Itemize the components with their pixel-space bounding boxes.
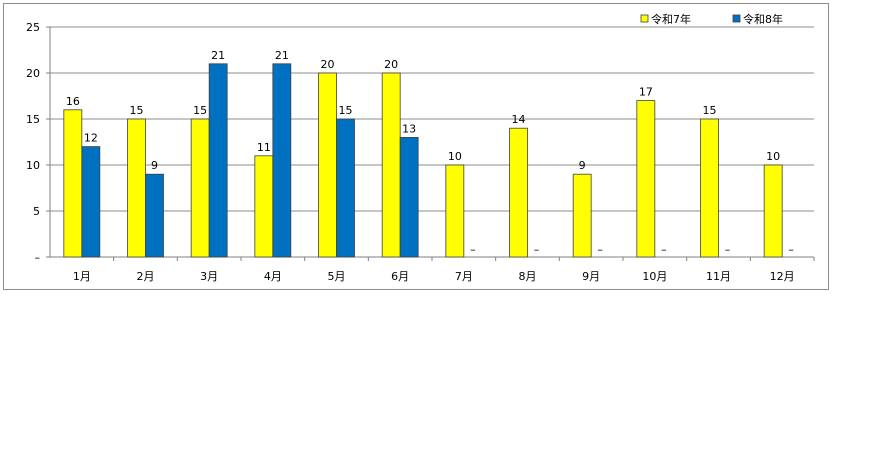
data-label: 10: [448, 150, 462, 163]
bar-r7: [509, 127, 528, 258]
bar-r8: [336, 118, 355, 258]
data-label: –: [725, 243, 731, 256]
y-tick-label: 25: [26, 21, 40, 34]
data-label: 12: [84, 132, 98, 145]
y-tick-label: 15: [26, 113, 40, 126]
data-label: 14: [512, 113, 526, 126]
data-label: 16: [66, 95, 80, 108]
bar-r8: [145, 173, 164, 258]
bar-r8: [272, 63, 292, 258]
data-label: 13: [402, 122, 416, 135]
x-tick-label: 3月: [200, 270, 218, 283]
data-label: 11: [257, 141, 271, 154]
x-tick-label: 5月: [328, 270, 346, 283]
data-label: –: [661, 243, 667, 256]
bar-r7: [700, 118, 719, 258]
data-label: 17: [639, 86, 653, 99]
x-tick-label: 2月: [137, 270, 155, 283]
bar-r8: [81, 146, 101, 258]
y-tick-label: 10: [26, 159, 40, 172]
x-tick-label: 8月: [519, 270, 537, 283]
bar-r8: [399, 136, 419, 258]
bar-r7: [763, 164, 783, 258]
x-tick-label: 10月: [642, 270, 667, 283]
bar-r7: [63, 109, 83, 258]
data-label: 9: [151, 159, 158, 172]
x-tick-label: 6月: [391, 270, 409, 283]
legend-swatch: [640, 14, 649, 23]
data-label: 9: [579, 159, 586, 172]
data-label: –: [788, 243, 794, 256]
y-tick-label: 5: [33, 205, 40, 218]
x-tick-label: 7月: [455, 270, 473, 283]
bar-r7: [445, 164, 465, 258]
data-label: 15: [339, 104, 353, 117]
data-label: –: [534, 243, 540, 256]
x-tick-label: 1月: [73, 270, 91, 283]
data-label: –: [597, 243, 603, 256]
x-tick-label: 9月: [582, 270, 600, 283]
data-label: –: [470, 243, 476, 256]
data-label: 15: [130, 104, 144, 117]
x-tick-label: 12月: [770, 270, 795, 283]
bar-r8: [208, 63, 228, 258]
data-label: 20: [384, 58, 398, 71]
bar-r7: [572, 173, 592, 258]
legend-label: 令和7年: [651, 12, 691, 26]
bar-r7: [127, 118, 146, 258]
x-tick-label: 11月: [706, 270, 731, 283]
data-label: 10: [766, 150, 780, 163]
y-tick-label: –: [35, 251, 41, 264]
bar-r7: [381, 72, 401, 258]
bar-r7: [318, 72, 337, 258]
legend-label: 令和8年: [743, 12, 783, 26]
x-tick-label: 4月: [264, 270, 282, 283]
legend-swatch: [732, 14, 741, 23]
bar-r7: [636, 100, 656, 258]
data-label: 21: [211, 49, 225, 62]
bar-r7: [254, 155, 274, 258]
data-label: 15: [703, 104, 717, 117]
chart-frame: – 5 10 15 20 25 1月 16 12 2月 15 9 3月 15 21 4月 11 21 5月 20 15 6…: [3, 3, 829, 290]
data-label: 20: [321, 58, 335, 71]
bar-chart: – 5 10 15 20 25 1月 16 12 2月 15 9 3月 15 21 4月 11 21 5月 20 15 6…: [26, 12, 815, 283]
bar-r7: [190, 118, 210, 258]
data-label: 15: [193, 104, 207, 117]
data-label: 21: [275, 49, 289, 62]
y-tick-label: 20: [26, 67, 40, 80]
